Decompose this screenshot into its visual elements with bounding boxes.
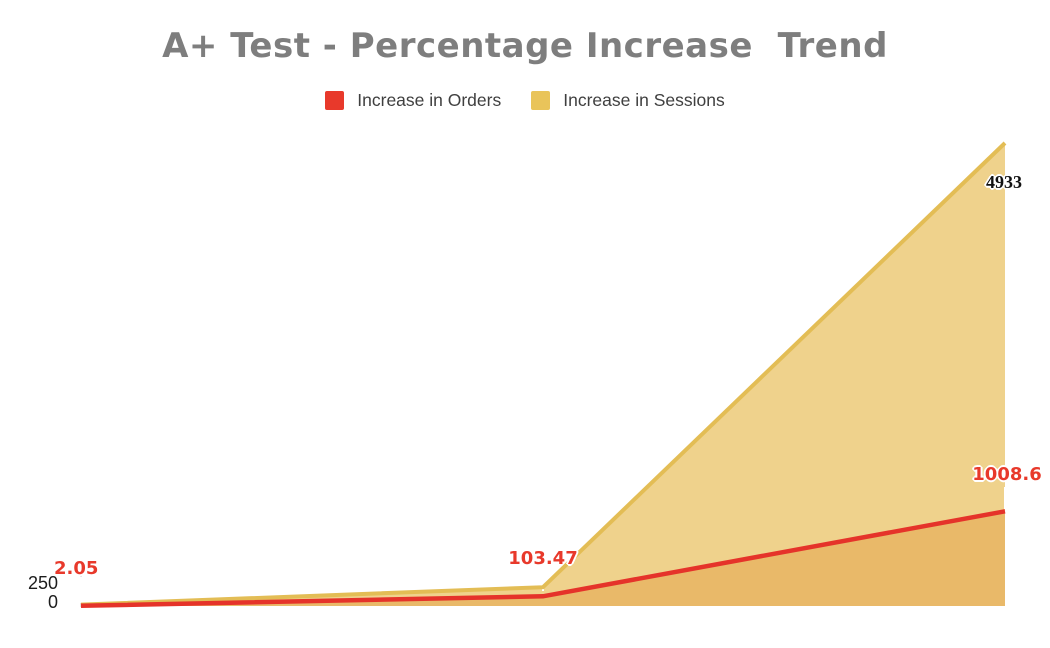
- y-axis-tick-0: 0: [47, 592, 58, 612]
- legend-label-sessions: Increase in Sessions: [563, 90, 725, 110]
- legend-swatch-orders-icon: [325, 91, 345, 110]
- annotation-orders-point1: 2.05: [54, 558, 99, 579]
- annotation-orders-point3: 1008.6: [972, 464, 1042, 485]
- chart-title: A+ Test - Percentage Increase Trend: [162, 26, 888, 66]
- orders-series-line: [80, 509, 1006, 609]
- legend-item-orders: Increase in Orders: [325, 90, 501, 111]
- sessions-area-fill: [81, 143, 1005, 606]
- chart-legend: Increase in Orders Increase in Sessions: [0, 90, 1050, 111]
- legend-swatch-sessions-icon: [531, 91, 551, 110]
- legend-label-orders: Increase in Orders: [357, 90, 502, 110]
- annotation-sessions-point3: 4933: [986, 172, 1022, 192]
- orders-area-fill: [81, 511, 1005, 606]
- sessions-series-line: [80, 141, 1007, 607]
- annotation-orders-point2: 103.47: [508, 548, 578, 569]
- legend-item-sessions: Increase in Sessions: [531, 90, 725, 111]
- y-axis-tick-250: 250: [27, 573, 58, 593]
